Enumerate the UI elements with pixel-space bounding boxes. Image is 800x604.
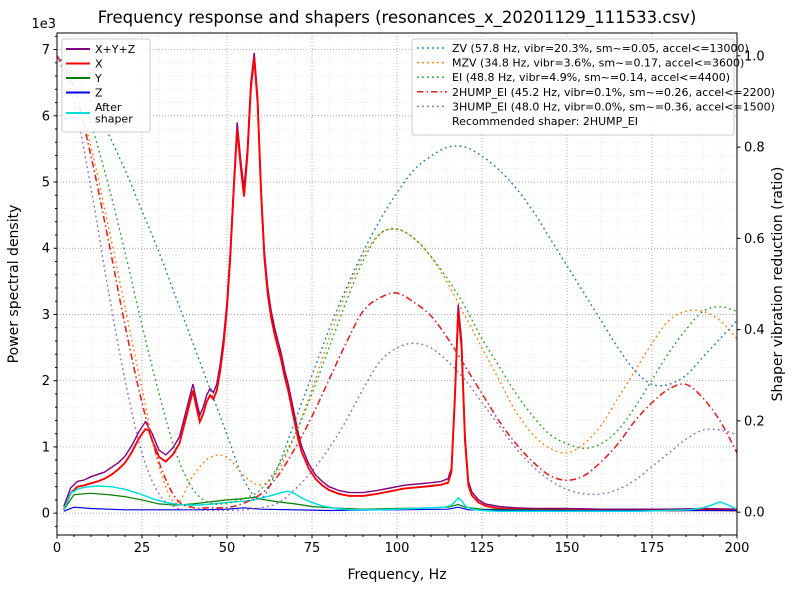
svg-text:0.8: 0.8: [744, 141, 765, 156]
svg-text:25: 25: [134, 541, 151, 556]
legend-label: MZV (34.8 Hz, vibr=3.6%, sm~=0.17, accel…: [452, 57, 744, 70]
svg-text:4: 4: [42, 242, 50, 257]
svg-text:0.4: 0.4: [744, 323, 765, 338]
svg-text:1.0: 1.0: [744, 49, 765, 64]
legend-label: Y: [94, 72, 102, 85]
grid-major: [56, 33, 738, 535]
svg-text:175: 175: [640, 541, 665, 556]
svg-text:6: 6: [42, 109, 50, 124]
legend-label: shaper: [95, 113, 133, 126]
legend-label: Z: [95, 87, 103, 100]
svg-text:0: 0: [53, 541, 61, 556]
legend-label: EI (48.8 Hz, vibr=4.9%, sm~=0.14, accel<…: [452, 71, 730, 84]
legend-label: X+Y+Z: [95, 43, 136, 56]
series-3hump_ei: [57, 55, 737, 512]
legend-label: After: [95, 101, 122, 114]
legend-label: X: [95, 58, 103, 71]
svg-text:0: 0: [42, 507, 50, 522]
series-2hump_ei: [57, 55, 737, 510]
svg-text:3: 3: [42, 308, 50, 323]
x-axis-label: Frequency, Hz: [347, 567, 446, 583]
series-after-shaper: [63, 485, 737, 512]
svg-text:5: 5: [42, 176, 50, 191]
axes-ticks: 0 25 50 75 100 125 150 175 200 0 1 2 3 4 5 6 7 0.0 0.2 0.4 0…: [42, 35, 765, 556]
axis-multiplier: 1e3: [31, 17, 56, 32]
svg-text:2: 2: [42, 374, 50, 389]
legend-label: Recommended shaper: 2HUMP_EI: [452, 115, 638, 128]
svg-text:100: 100: [385, 541, 410, 556]
legend-label: 3HUMP_EI (48.0 Hz, vibr=0.0%, sm~=0.36, …: [452, 100, 775, 113]
shaper-series: [57, 55, 737, 512]
svg-text:0.6: 0.6: [744, 232, 765, 247]
svg-text:150: 150: [555, 541, 580, 556]
legend-shapers-box: [411, 38, 735, 136]
svg-text:0.0: 0.0: [744, 506, 765, 521]
series-ei: [57, 55, 737, 505]
svg-text:1: 1: [42, 440, 50, 455]
legend-axes-box: [61, 38, 151, 133]
svg-text:75: 75: [304, 541, 321, 556]
svg-text:125: 125: [470, 541, 495, 556]
y-axis-label-right: Shaper vibration reduction (ratio): [770, 167, 786, 402]
series-z: [63, 506, 737, 512]
legend-label: ZV (57.8 Hz, vibr=20.3%, sm~=0.05, accel…: [452, 42, 749, 55]
legend-label: 2HUMP_EI (45.2 Hz, vibr=0.1%, sm~=0.26, …: [452, 86, 775, 99]
svg-text:0.2: 0.2: [744, 414, 765, 429]
chart-title: Frequency response and shapers (resonanc…: [98, 8, 697, 28]
svg-text:7: 7: [42, 43, 50, 58]
svg-text:200: 200: [725, 541, 750, 556]
y-axis-label-left: Power spectral density: [6, 205, 22, 364]
svg-text:50: 50: [219, 541, 236, 556]
